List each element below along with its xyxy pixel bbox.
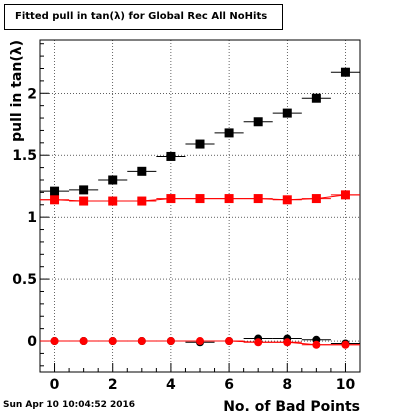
plot-frame (39, 39, 361, 373)
y-tick-label: 0.5 (12, 272, 37, 288)
data-point (79, 337, 88, 346)
data-point (225, 337, 234, 346)
data-point (340, 67, 350, 77)
grid (40, 40, 360, 372)
x-tick-label: 2 (108, 377, 118, 393)
y-tick-label: 1.5 (12, 148, 37, 164)
data-point (341, 340, 350, 349)
data-point (137, 166, 147, 176)
data-point (224, 194, 234, 204)
data-point (137, 337, 146, 346)
axis-ticks: 0 2 4 6 8 10 0 0.5 1 1.5 2 (12, 43, 361, 393)
x-tick-label: 6 (224, 377, 234, 393)
data-point (311, 93, 321, 103)
data-point (282, 195, 292, 205)
data-point (166, 337, 175, 346)
data-points (40, 67, 360, 349)
data-point (340, 190, 350, 200)
data-point (137, 196, 147, 206)
data-point (283, 338, 292, 347)
y-axis-label: pull in tan(λ) (9, 40, 25, 142)
data-point (50, 195, 60, 205)
x-tick-label: 10 (336, 377, 356, 393)
x-tick-label: 4 (166, 377, 176, 393)
data-point (311, 194, 321, 204)
y-tick-label: 1 (27, 210, 37, 226)
data-point (195, 139, 205, 149)
data-point (282, 108, 292, 118)
data-point (254, 338, 263, 347)
data-point (79, 196, 89, 206)
y-tick-label: 0 (27, 334, 37, 350)
data-point (196, 337, 204, 346)
data-point (224, 128, 234, 138)
chart-title: Fitted pull in tan(λ) for Global Rec All… (4, 4, 283, 30)
data-point (253, 194, 263, 204)
data-point (108, 337, 117, 346)
y-tick-label: 2 (27, 86, 37, 102)
x-axis-label: No. of Bad Points (223, 399, 360, 414)
x-tick-label: 0 (50, 377, 60, 393)
data-point (166, 194, 176, 204)
data-point (312, 340, 321, 349)
data-point (108, 175, 118, 185)
data-point (166, 151, 176, 161)
data-point (79, 185, 89, 195)
data-point (253, 117, 263, 127)
timestamp: Sun Apr 10 10:04:52 2016 (3, 400, 136, 410)
data-point (50, 186, 60, 196)
x-tick-label: 8 (282, 377, 292, 393)
data-point (195, 194, 205, 204)
data-point (50, 337, 59, 346)
data-point (108, 196, 118, 206)
